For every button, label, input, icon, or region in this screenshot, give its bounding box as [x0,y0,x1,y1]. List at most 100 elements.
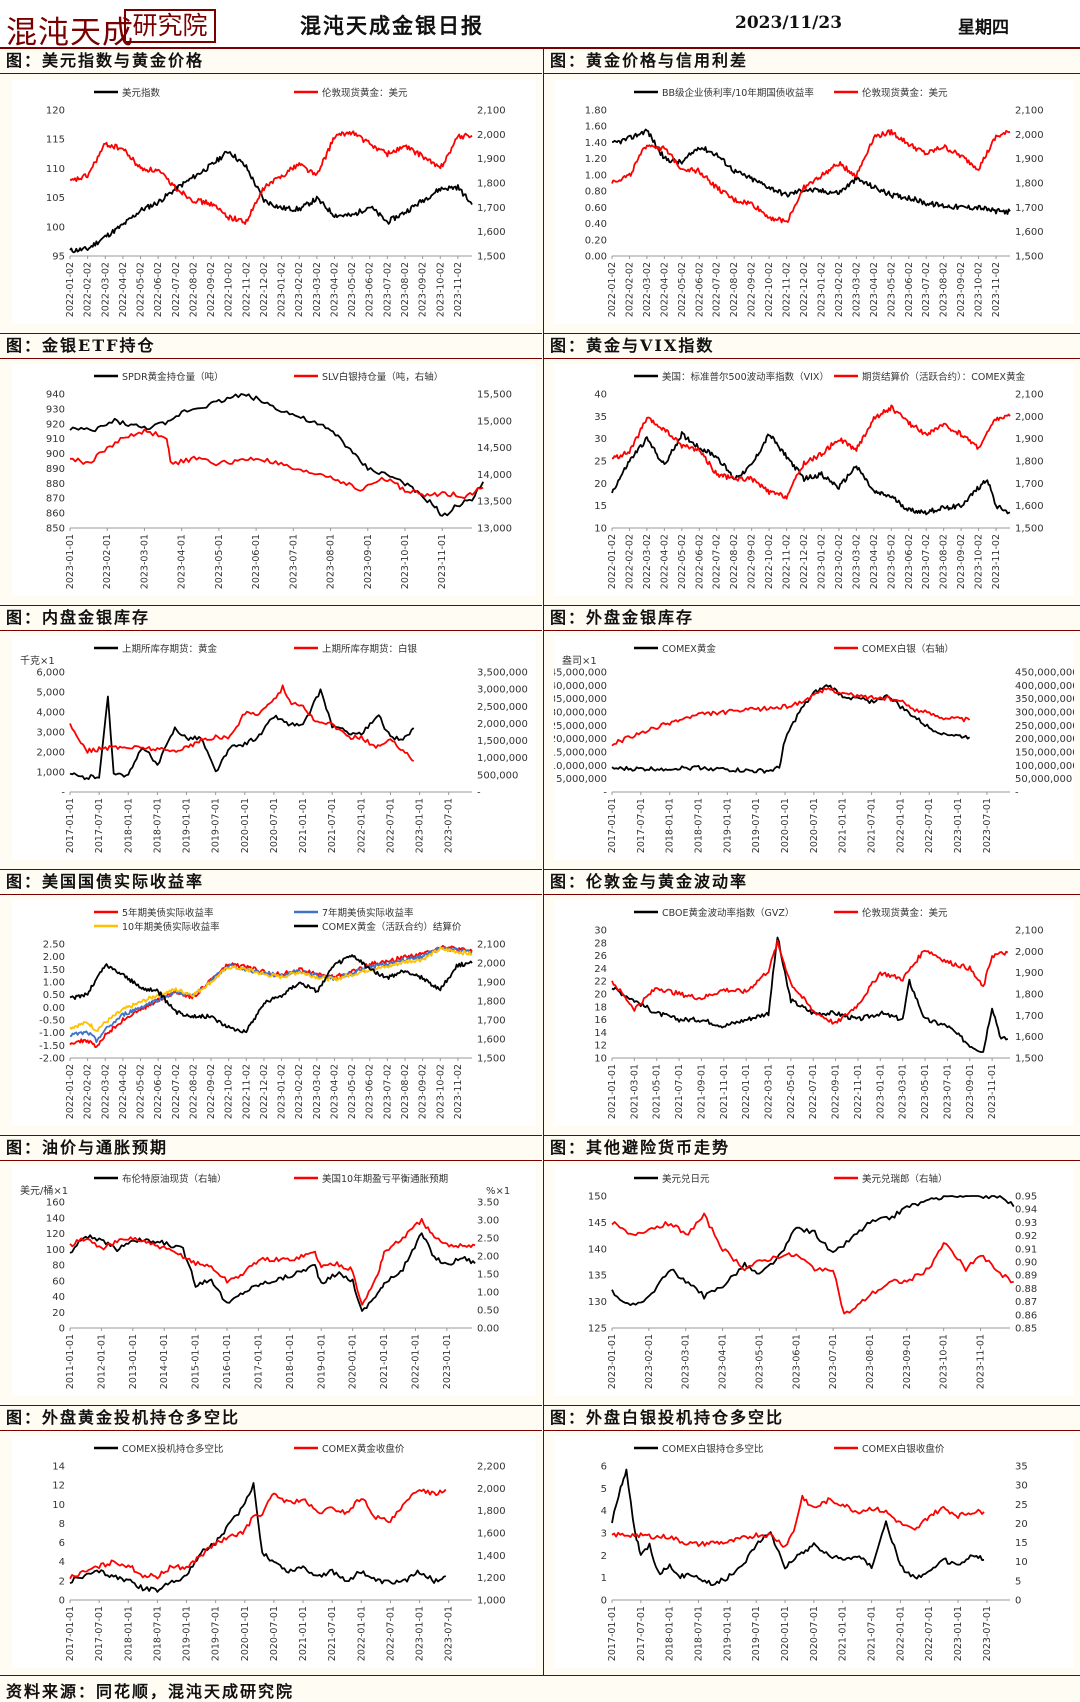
y-left-tick: 2,000 [36,748,65,759]
y-right-tick: 1,600 [1015,227,1044,238]
y-right-tick: 0.00 [477,1324,499,1335]
y-left-tick: 115 [46,135,65,146]
x-tick-label: 2022-07-02 [171,1064,182,1119]
y-right-tick: 1,700 [1015,203,1044,214]
y-right-tick: 5 [1015,1576,1021,1587]
report-weekday: 星期四 [958,18,1009,38]
x-tick-label: 2020-07-01 [269,1606,280,1661]
x-tick-label: 2022-06-02 [153,1064,164,1119]
y-left-tick: 1.00 [585,170,607,181]
legend-label: 期货结算价（活跃合约）：COMEX黄金 [862,371,1026,383]
y-left-tick: 1 [601,1573,607,1584]
x-tick-label: 2019-01-01 [722,1606,733,1661]
x-tick-label: 2023-10-02 [974,262,985,317]
y-left-tick: 860 [46,509,65,520]
x-tick-label: 2013-01-01 [128,1334,139,1389]
y-right-tick: 0.90 [1015,1258,1037,1269]
series-line [611,129,1011,224]
x-tick-label: 2021-07-01 [327,798,338,853]
legend-label: CBOE黄金波动率指数（GVZ） [662,907,794,919]
x-tick-label: 2022-01-01 [741,1064,752,1119]
x-tick-label: 2023-02-02 [294,1064,305,1119]
x-tick-label: 2023-11-02 [453,262,464,317]
x-tick-label: 2023-03-01 [681,1334,692,1389]
legend-label: COMEX黄金（活跃合约）结算价 [322,921,462,933]
x-tick-label: 2022-01-02 [65,1064,76,1119]
x-tick-label: 2018-07-01 [694,1606,705,1661]
y-right-tick: 10 [1015,1557,1028,1568]
x-tick-label: 2023-09-01 [965,1064,976,1119]
x-tick-label: 2023-09-02 [418,262,429,317]
y-left-tick: 2 [601,1551,607,1562]
legend-label: BB级企业债利率/10年期国债收益率 [662,87,814,99]
series-line [611,404,1011,500]
x-tick-label: 2023-08-02 [939,534,950,589]
y-left-tick: 1.00 [43,978,65,989]
x-tick-label: 2022-12-02 [799,262,810,317]
x-tick-label: 2022-09-01 [831,1064,842,1119]
y-right-tick: 1,800 [1015,179,1044,190]
x-tick-label: 2021-05-01 [652,1064,663,1119]
chart-foreign-inventory: COMEX黄金 COMEX白银（右轴） 盎司×1 - 5,000,000 10,000,0… [554,636,1074,860]
x-tick-label: 2023-10-02 [435,1064,446,1119]
x-tick-label: 2023-01-02 [816,262,827,317]
section-title-silver-positioning: 图：外盘白银投机持仓多空比 [544,1405,1080,1431]
x-tick-label: 2019-07-01 [751,798,762,853]
y-right-tick: 1,200 [477,1573,506,1584]
y-left-tick: 3 [601,1529,607,1540]
y-left-tick: 26 [594,951,607,962]
x-tick-label: 2022-01-01 [410,1334,421,1389]
legend-label: 布伦特原油现货（右轴） [122,1173,227,1185]
x-tick-label: 2022-10-02 [764,262,775,317]
y-left-tick: 0 [59,1596,65,1607]
x-tick-label: 2023-09-02 [956,534,967,589]
x-tick-label: 2023-01-01 [415,798,426,853]
x-tick-label: 2017-07-01 [94,1606,105,1661]
y-left-tick: 5,000 [36,688,65,699]
y-right-tick: 30 [1015,1481,1028,1492]
x-tick-label: 2021-01-01 [298,798,309,853]
x-tick-label: 2023-01-01 [415,1606,426,1661]
x-tick-label: 2022-05-01 [786,1064,797,1119]
y-left-tick: 940 [46,390,65,401]
x-tick-label: 2021-01-01 [379,1334,390,1389]
chart-real-yields: 5年期美债实际收益率 7年期美债实际收益率 10年期美债实际收益率 COMEX黄金（活… [12,900,536,1126]
series-line [611,1494,985,1548]
y-right-tick: 200,000,000 [1015,734,1074,745]
y-right-tick: 2,000 [1015,130,1044,141]
legend-label: COMEX白银持仓多空比 [662,1443,763,1455]
x-tick-label: 2023-06-02 [904,534,915,589]
x-tick-label: 2023-07-01 [444,1606,455,1661]
y-right-tick: 2,000 [477,959,506,970]
x-tick-label: 2023-07-02 [382,262,393,317]
y-left-tick: 125 [588,1324,607,1335]
x-tick-label: 2023-08-02 [400,1064,411,1119]
x-tick-label: 2022-06-02 [694,262,705,317]
series-line [69,130,473,225]
y-right-tick: 100,000,000 [1015,761,1074,772]
x-tick-label: 2022-06-02 [694,534,705,589]
y-left-tick: 14 [52,1462,65,1473]
y-left-tick: - [603,788,607,799]
y-left-tick: 4 [601,1506,607,1517]
chart-gold-volatility: CBOE黄金波动率指数（GVZ） 伦敦现货黄金：美元 10 12 14 16 18 20 22 2… [554,900,1074,1126]
x-tick-label: 2022-05-02 [677,534,688,589]
y-left-tick: 24 [594,964,607,975]
x-tick-label: 2023-01-01 [607,1334,618,1389]
x-tick-label: 2023-10-01 [400,534,411,589]
x-tick-label: 2023-06-02 [365,262,376,317]
y-left-tick: 5,000,000 [556,774,607,785]
y-left-tick: 6 [59,1538,65,1549]
series-line [69,954,473,1034]
x-tick-label: 2018-07-01 [152,1606,163,1661]
y-right-tick: 1,500 [477,1054,506,1065]
x-tick-label: 2022-05-02 [677,262,688,317]
y-right-tick: 1,600 [1015,1032,1044,1043]
chart-gold-vix: 美国：标准普尔500波动率指数（VIX） 期货结算价（活跃合约）：COMEX黄金 1… [554,364,1074,596]
y-left-tick: 4,000 [36,708,65,719]
x-tick-label: 2023-10-01 [939,1334,950,1389]
y-right-tick: 3.50 [477,1198,499,1209]
y-right-tick: 0.88 [1015,1284,1037,1295]
chart-gold-positioning: COMEX投机持仓多空比 COMEX黄金收盘价 0 2 4 6 8 10 12 14 1,000 1,… [12,1436,536,1668]
series-line [612,128,1011,215]
